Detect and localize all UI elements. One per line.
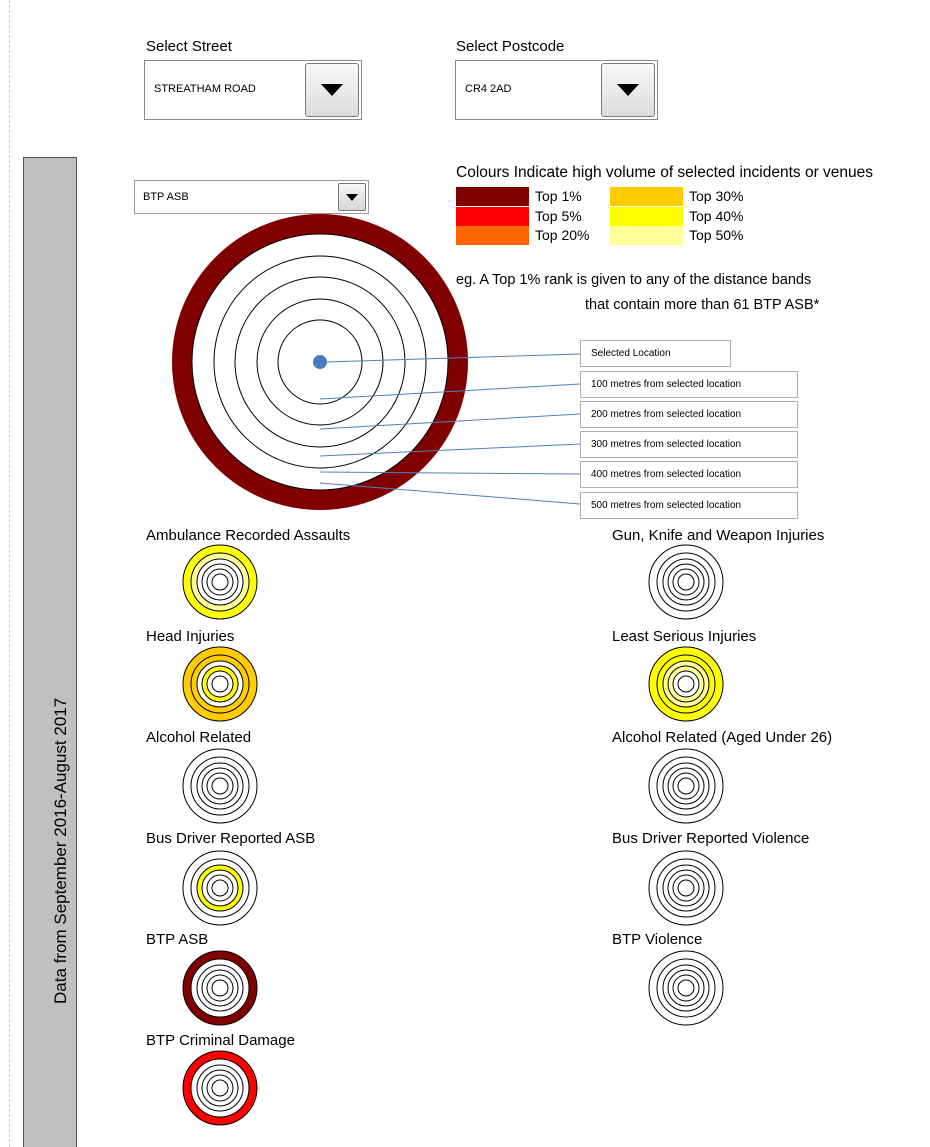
category-band	[211, 777, 229, 795]
category-target	[182, 950, 258, 1026]
legend-title: Colours Indicate high volume of selected…	[456, 164, 874, 181]
leader-line	[319, 471, 581, 475]
leader-line	[319, 482, 581, 505]
incident-type-select[interactable]: BTP ASB	[134, 180, 369, 214]
category-target	[648, 748, 724, 824]
category-label: Ambulance Recorded Assaults	[146, 527, 351, 544]
category-band	[211, 1079, 229, 1097]
street-dropdown-button[interactable]	[305, 63, 359, 117]
category-band	[677, 879, 695, 897]
category-label: Bus Driver Reported ASB	[146, 830, 316, 847]
distance-ring	[191, 233, 449, 491]
category-target	[648, 950, 724, 1026]
street-select-value: STREATHAM ROAD	[154, 83, 256, 95]
category-label: Gun, Knife and Weapon Injuries	[612, 527, 825, 544]
category-label: BTP Violence	[612, 931, 703, 948]
legend-label: Top 1%	[535, 188, 582, 204]
postcode-select[interactable]: CR4 2AD	[455, 60, 658, 120]
postcode-select-value: CR4 2AD	[465, 83, 512, 95]
incident-type-value: BTP ASB	[143, 191, 189, 203]
legend-label: Top 5%	[535, 208, 582, 224]
category-target	[182, 1050, 258, 1126]
category-band	[677, 675, 695, 693]
category-target	[182, 748, 258, 824]
street-select[interactable]: STREATHAM ROAD	[144, 60, 362, 120]
distance-label: 400 metres from selected location	[580, 461, 798, 488]
legend-note-line-2: that contain more than 61 BTP ASB*	[585, 297, 820, 313]
distance-label: 500 metres from selected location	[580, 492, 798, 519]
distance-label: 100 metres from selected location	[580, 371, 798, 398]
distance-label: 200 metres from selected location	[580, 401, 798, 428]
category-band	[677, 979, 695, 997]
category-label: Alcohol Related	[146, 729, 252, 746]
leader-line	[319, 413, 581, 430]
category-target	[648, 850, 724, 926]
legend-swatch	[456, 187, 529, 206]
date-range-sidebar	[23, 157, 77, 1147]
legend-swatch	[456, 226, 529, 245]
category-band	[211, 573, 229, 591]
selected-location-dot	[313, 355, 327, 369]
leader-line	[326, 353, 581, 363]
legend-swatch	[456, 207, 529, 226]
category-target	[182, 850, 258, 926]
category-label: Bus Driver Reported Violence	[612, 830, 810, 847]
category-band	[211, 675, 229, 693]
category-target	[182, 646, 258, 722]
street-select-label: Select Street	[146, 38, 232, 55]
category-label: BTP Criminal Damage	[146, 1032, 295, 1049]
leader-line	[319, 443, 581, 457]
legend-swatch	[610, 207, 683, 226]
category-target	[648, 544, 724, 620]
category-target	[648, 646, 724, 722]
legend-label: Top 50%	[689, 227, 744, 243]
category-target	[182, 544, 258, 620]
legend-label: Top 30%	[689, 188, 744, 204]
legend-label: Top 20%	[535, 227, 590, 243]
legend-note-line-1: eg. A Top 1% rank is given to any of the…	[456, 272, 812, 288]
category-band	[211, 879, 229, 897]
category-label: Least Serious Injuries	[612, 628, 757, 645]
category-label: Head Injuries	[146, 628, 235, 645]
legend-label: Top 40%	[689, 208, 744, 224]
postcode-dropdown-button[interactable]	[601, 63, 655, 117]
legend-swatch	[610, 187, 683, 206]
legend-swatch	[610, 226, 683, 245]
category-label: BTP ASB	[146, 931, 209, 948]
postcode-select-label: Select Postcode	[456, 38, 565, 55]
category-band	[677, 777, 695, 795]
category-label: Alcohol Related (Aged Under 26)	[612, 729, 833, 746]
incident-dropdown-button[interactable]	[338, 183, 366, 211]
leader-line	[319, 383, 581, 400]
distance-label: 300 metres from selected location	[580, 431, 798, 458]
page-edge-line	[9, 0, 10, 1147]
category-band	[211, 979, 229, 997]
selected-location-label: Selected Location	[580, 340, 731, 367]
category-band	[677, 573, 695, 591]
